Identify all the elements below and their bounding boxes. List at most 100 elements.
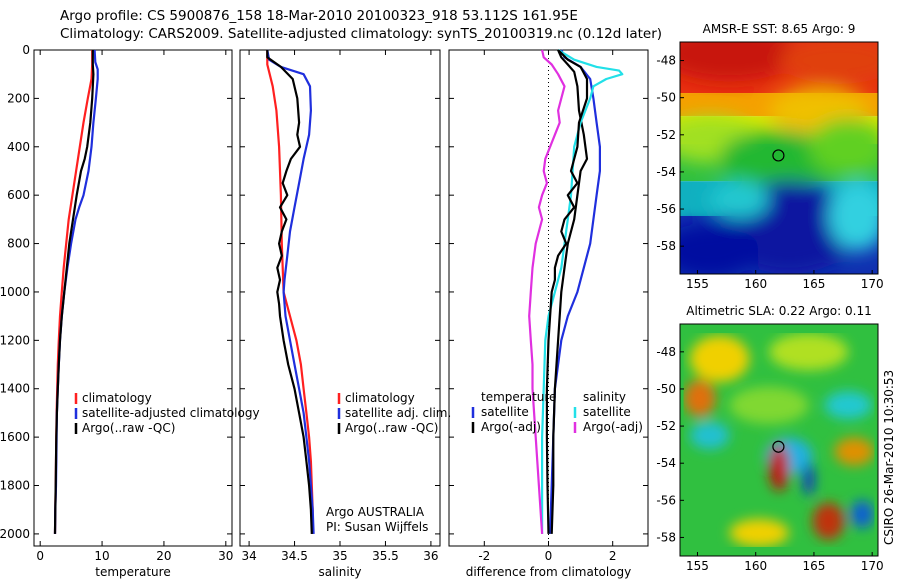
x-tick-label: 35	[332, 549, 347, 563]
x-tick-label: 20	[156, 549, 171, 563]
map-sst: 155 160 165 170 -48 -50 -52 -54 -56 -58 AMSR-E SST…	[656, 22, 884, 291]
field-blob	[719, 130, 839, 186]
panel-frame	[33, 49, 233, 547]
y-tick-label: -52	[656, 419, 676, 433]
field-blob	[824, 391, 873, 420]
legend-label: satellite adj. clim.	[345, 406, 451, 420]
series-line	[528, 49, 566, 534]
y-tick-label: -50	[656, 382, 676, 396]
y-tick-label: -50	[656, 91, 676, 105]
y-tick-label: 1200	[0, 333, 30, 347]
y-tick-label: -48	[656, 54, 676, 68]
y-tick-label: 600	[7, 188, 30, 202]
legend-label: satellite	[481, 405, 529, 419]
y-tick-label: 800	[7, 237, 30, 251]
legend-header: salinity	[583, 390, 626, 404]
series-line	[266, 49, 315, 534]
series-line	[53, 50, 95, 534]
y-tick-label: -58	[656, 530, 676, 544]
y-tick-label: -56	[656, 493, 676, 507]
x-tick-label: 34	[241, 549, 256, 563]
map-sla: 155 160 165 170 -48 -50 -52 -54 -56 -58 Altimetric…	[656, 304, 883, 573]
x-tick-label: 36	[423, 549, 438, 563]
x-tick-label: 160	[744, 277, 767, 291]
field-blob	[769, 333, 849, 371]
field-blob	[689, 335, 750, 382]
y-tick-label: 400	[7, 140, 30, 154]
field-blob	[812, 502, 845, 540]
x-axis-label: difference from climatology	[466, 565, 632, 579]
x-tick-label: 30	[218, 549, 233, 563]
profile-panel-1: 0 10 20 30 0 200 400 600 800 1000 1200 1400 1600 1800…	[0, 43, 233, 579]
y-tick-label: 2000	[0, 527, 30, 541]
y-tick-label: 1600	[0, 430, 30, 444]
argo-position-marker	[772, 440, 785, 453]
field-blob	[808, 118, 878, 175]
field-blob	[680, 42, 799, 82]
x-tick-label: 2	[609, 549, 617, 563]
series-line	[266, 50, 313, 534]
legend-label: Argo(-adj)	[481, 420, 541, 434]
x-tick-label: 34.5	[281, 549, 308, 563]
field-blobs	[683, 333, 875, 547]
field-blob	[689, 421, 730, 450]
x-tick-label: 155	[686, 559, 709, 573]
field-blob	[683, 379, 716, 417]
map-frame	[679, 41, 879, 275]
map-title: Altimetric SLA: 0.22 Argo: 0.11	[686, 304, 871, 318]
field-blob	[729, 386, 809, 424]
legend-difference: temperature salinitysatelliteArgo(-adj)sa…	[471, 390, 643, 434]
x-tick-label: 165	[802, 559, 825, 573]
argo-position-marker	[772, 149, 785, 162]
series-line	[550, 49, 589, 534]
colour-field	[680, 324, 878, 556]
field-blob	[709, 181, 770, 219]
argo-annotation: Argo AUSTRALIA	[326, 505, 425, 519]
field-blob	[850, 500, 875, 529]
series-line	[53, 50, 94, 534]
y-tick-label: 1800	[0, 479, 30, 493]
field-blob	[769, 444, 789, 492]
x-tick-label: 170	[861, 277, 884, 291]
profile-panel-3: -2 0 2 difference from climatology	[448, 49, 649, 579]
field-blob	[680, 222, 760, 274]
x-axis-label: salinity	[318, 565, 361, 579]
x-tick-label: 10	[94, 549, 109, 563]
series-line	[545, 49, 589, 534]
x-tick-label: 35.5	[372, 549, 399, 563]
x-axis-label: temperature	[95, 565, 170, 579]
field-blob	[779, 42, 878, 84]
y-tick-label: 200	[7, 91, 30, 105]
legend-label: satellite-adjusted climatology	[82, 406, 260, 420]
x-tick-label: 0	[36, 549, 44, 563]
field-blob	[729, 518, 789, 547]
y-tick-label: -54	[656, 165, 676, 179]
series-line	[541, 49, 624, 534]
profile-panel-2: 34 34.5 35 35.5 36 salinity	[239, 49, 441, 579]
y-tick-label: -48	[656, 345, 676, 359]
y-tick-label: -58	[656, 239, 676, 253]
legend-label: climatology	[345, 391, 415, 405]
y-tick-label: 1000	[0, 285, 30, 299]
y-tick-label: -56	[656, 202, 676, 216]
x-tick-label: 165	[802, 277, 825, 291]
map-frame	[679, 323, 879, 557]
y-tick-label: 0	[22, 43, 30, 57]
series-line	[266, 50, 314, 534]
colour-field	[680, 42, 878, 274]
field-blob	[834, 437, 875, 466]
legend-label: satellite	[583, 405, 631, 419]
legend-label: Argo(..raw -QC)	[82, 421, 175, 435]
x-tick-label: 160	[744, 559, 767, 573]
x-tick-label: -2	[478, 549, 490, 563]
series-line	[549, 49, 601, 534]
y-tick-label: -52	[656, 128, 676, 142]
field-blob	[828, 181, 878, 251]
legend-label: Argo(-adj)	[583, 420, 643, 434]
legend-label: climatology	[82, 391, 152, 405]
field-blobs	[680, 42, 878, 274]
x-tick-label: 0	[545, 549, 553, 563]
